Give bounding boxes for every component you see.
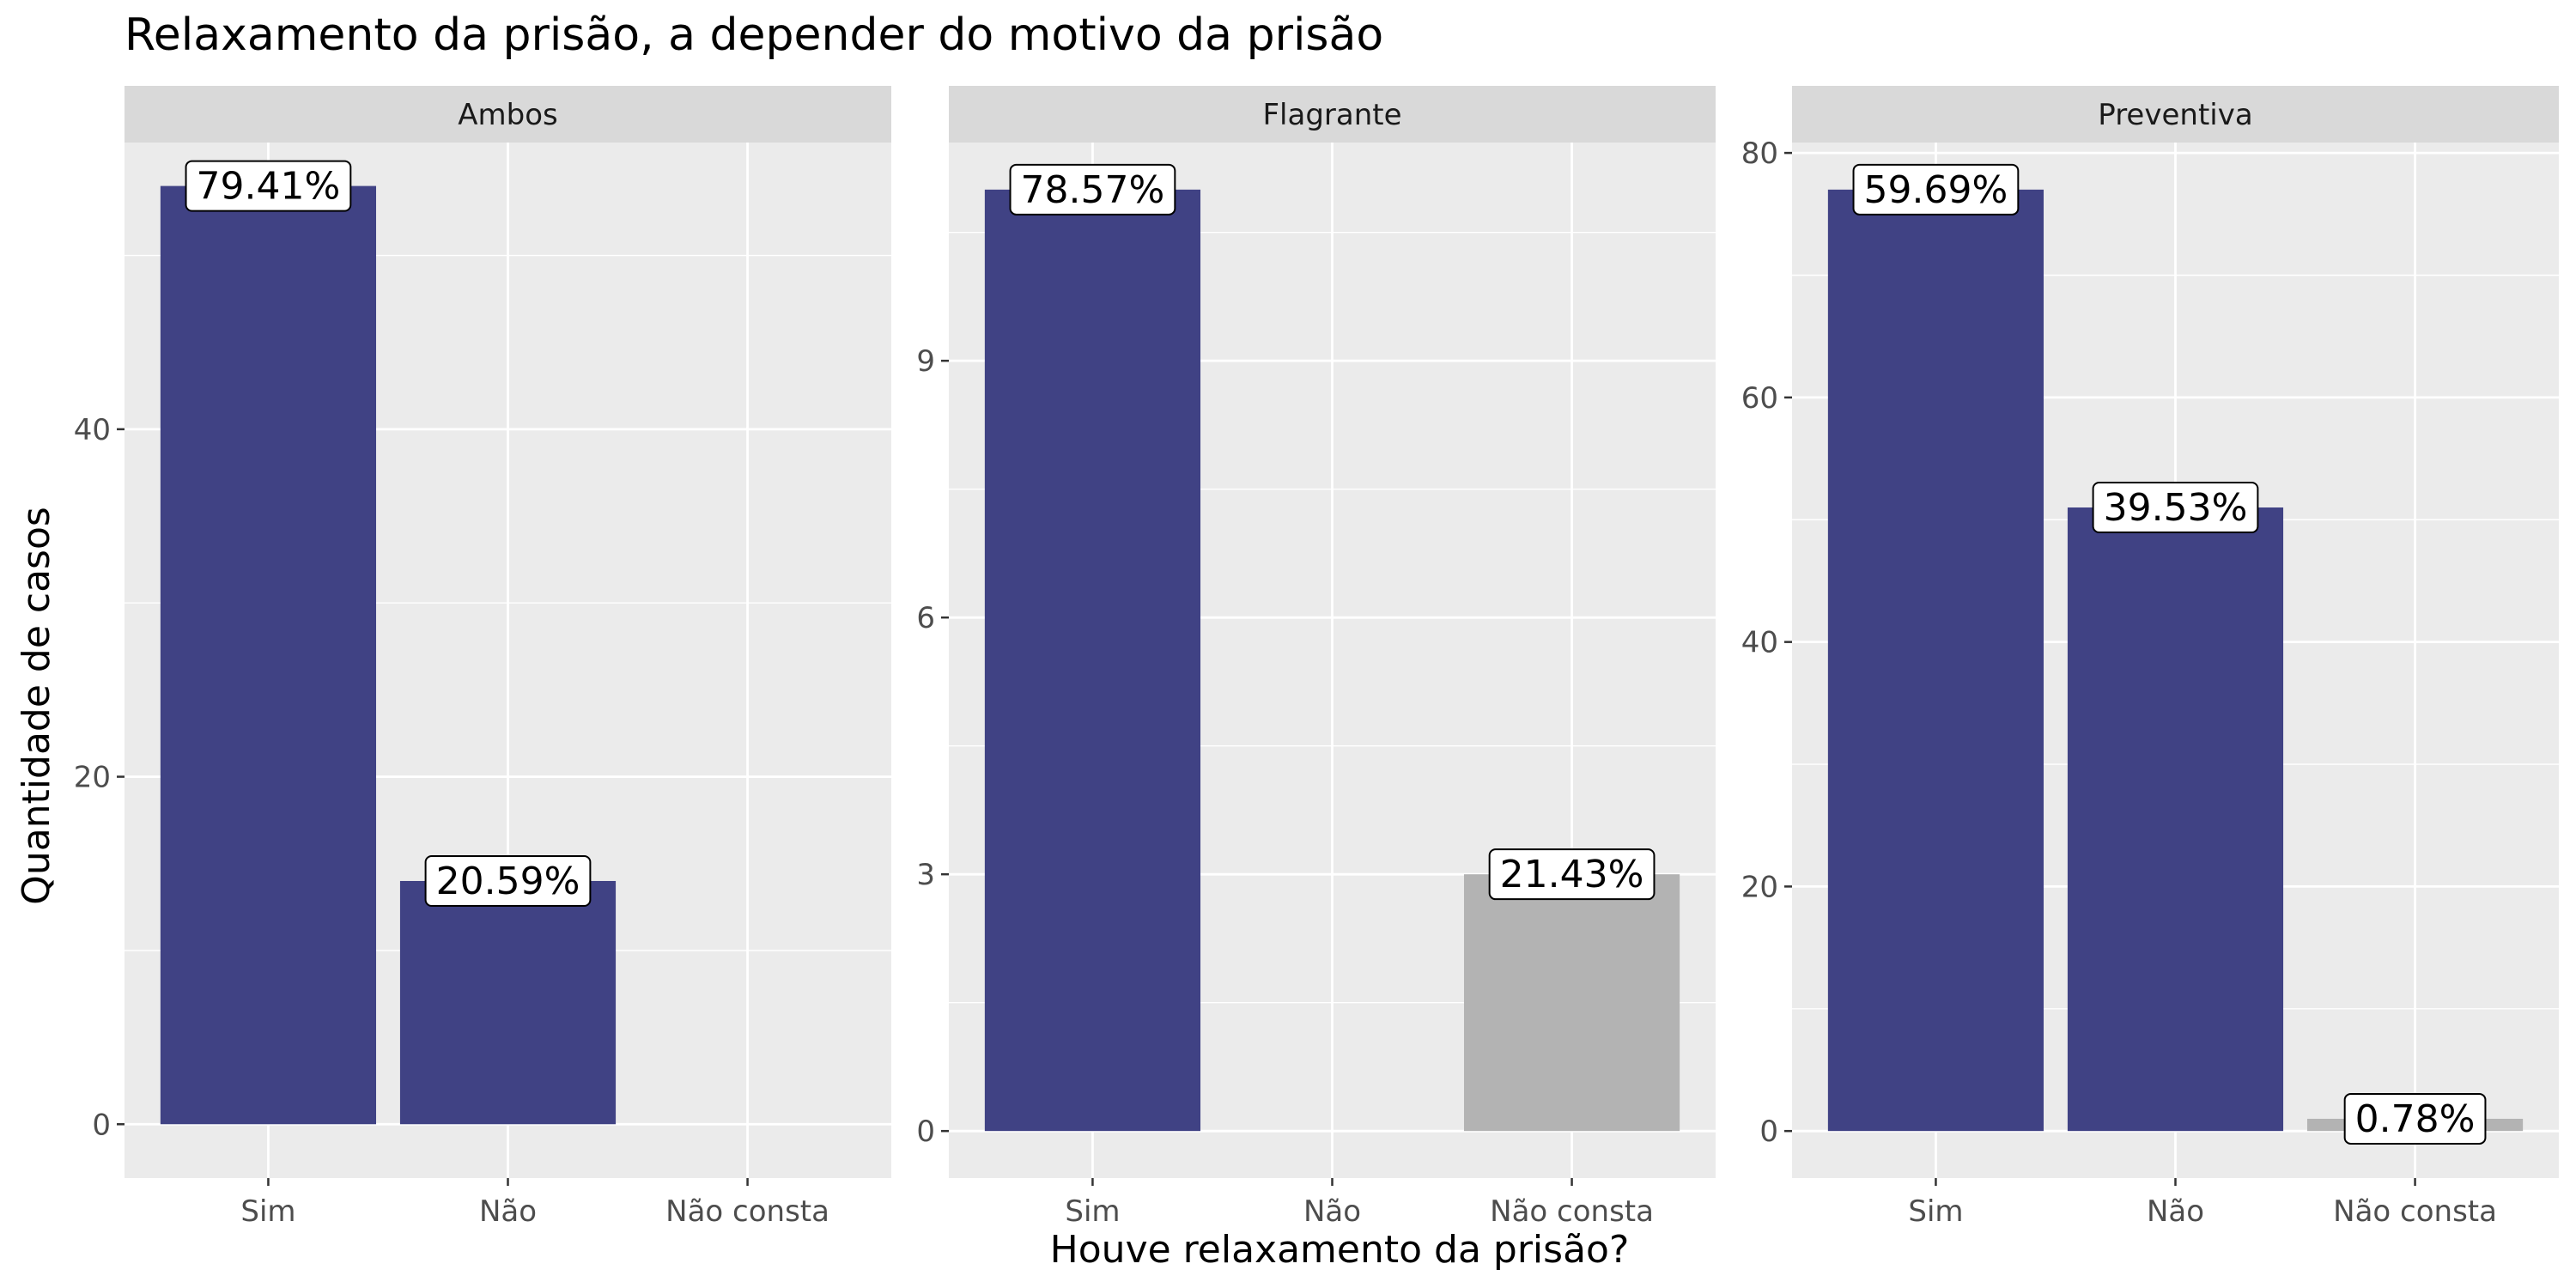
data-label-box xyxy=(1009,163,1176,216)
bar-flagrante-n-o-consta xyxy=(1463,874,1680,1132)
facet-strip-ambos xyxy=(125,86,891,143)
data-label-ambos-sim: 79.41% xyxy=(185,160,352,212)
y-tick-label-ambos: 20 xyxy=(74,761,111,795)
data-label-box xyxy=(2092,482,2259,534)
data-label-box xyxy=(2343,1092,2487,1145)
facet-ambos: Ambos 0 20 40 Sim Não Não consta 79.41% 20.59% xyxy=(74,86,891,1229)
data-label-preventiva-n-o-consta: 0.78% xyxy=(2343,1092,2487,1145)
y-tick-label-ambos: 40 xyxy=(74,413,111,447)
x-tick-label-preventiva-n-o-consta: Não consta xyxy=(2333,1194,2497,1229)
facet-flagrante: Flagrante 0 3 6 9 Sim Não Não consta 78.57% 21.43… xyxy=(916,86,1716,1229)
x-tick-label-preventiva-n-o: Não xyxy=(2147,1194,2204,1229)
x-tick-label-preventiva-sim: Sim xyxy=(1908,1194,1963,1229)
x-tick-label-flagrante-sim: Sim xyxy=(1065,1194,1120,1229)
y-tick-label-preventiva: 60 xyxy=(1741,381,1778,416)
data-label-text: 0.78% xyxy=(2355,1097,2476,1141)
x-tick-label-ambos-n-o-consta: Não consta xyxy=(665,1194,829,1229)
x-tick-label-ambos-sim: Sim xyxy=(240,1194,295,1229)
y-tick-label-preventiva: 20 xyxy=(1741,870,1778,904)
facet-strip-flagrante xyxy=(949,86,1716,143)
bar-preventiva-n-o xyxy=(2067,507,2284,1132)
data-label-preventiva-n-o: 39.53% xyxy=(2092,482,2259,534)
y-tick-label-flagrante: 0 xyxy=(916,1115,935,1149)
x-tick-label-flagrante-n-o-consta: Não consta xyxy=(1490,1194,1654,1229)
y-tick-label-flagrante: 9 xyxy=(916,344,935,379)
data-label-box xyxy=(424,854,592,907)
bar-preventiva-sim xyxy=(1827,189,2044,1132)
facet-strip-label-preventiva: Preventiva xyxy=(2098,98,2252,132)
y-tick-label-flagrante: 3 xyxy=(916,858,935,892)
chart-title: Relaxamento da prisão, a depender do mot… xyxy=(125,9,1383,61)
data-label-box xyxy=(1488,848,1656,901)
y-tick-label-flagrante: 6 xyxy=(916,601,935,635)
y-axis-title: Quantidade de casos xyxy=(15,507,58,905)
y-tick-label-preventiva: 80 xyxy=(1741,137,1778,171)
facet-strip-label-flagrante: Flagrante xyxy=(1262,98,1401,132)
facet-strip-preventiva xyxy=(1792,86,2559,143)
bar-ambos-sim xyxy=(160,185,377,1125)
x-axis-title: Houve relaxamento da prisão? xyxy=(1050,1228,1630,1272)
data-label-text: 59.69% xyxy=(1864,168,2008,212)
x-tick-label-ambos-n-o: Não xyxy=(479,1194,537,1229)
data-label-box xyxy=(1852,163,2020,216)
data-label-text: 79.41% xyxy=(197,165,341,209)
facet-strip-label-ambos: Ambos xyxy=(458,98,557,132)
data-label-text: 20.59% xyxy=(436,860,580,903)
facet-panels: Ambos 0 20 40 Sim Não Não consta 79.41% 20.59% Fl… xyxy=(74,86,2559,1229)
facet-preventiva: Preventiva 0 20 40 60 80 Sim Não Não consta 59.69… xyxy=(1741,86,2559,1229)
bar-ambos-n-o xyxy=(399,880,617,1125)
x-tick-label-flagrante-n-o: Não xyxy=(1303,1194,1361,1229)
data-label-text: 78.57% xyxy=(1021,168,1165,212)
data-label-ambos-n-o: 20.59% xyxy=(424,854,592,907)
data-label-flagrante-n-o-consta: 21.43% xyxy=(1488,848,1656,901)
y-tick-label-ambos: 0 xyxy=(92,1108,111,1142)
data-label-preventiva-sim: 59.69% xyxy=(1852,163,2020,216)
data-label-box xyxy=(185,160,352,212)
y-tick-label-preventiva: 0 xyxy=(1759,1115,1778,1149)
data-label-flagrante-sim: 78.57% xyxy=(1009,163,1176,216)
data-label-text: 21.43% xyxy=(1500,853,1644,896)
bar-flagrante-sim xyxy=(984,189,1201,1132)
y-tick-label-preventiva: 40 xyxy=(1741,626,1778,660)
data-label-text: 39.53% xyxy=(2104,486,2248,530)
